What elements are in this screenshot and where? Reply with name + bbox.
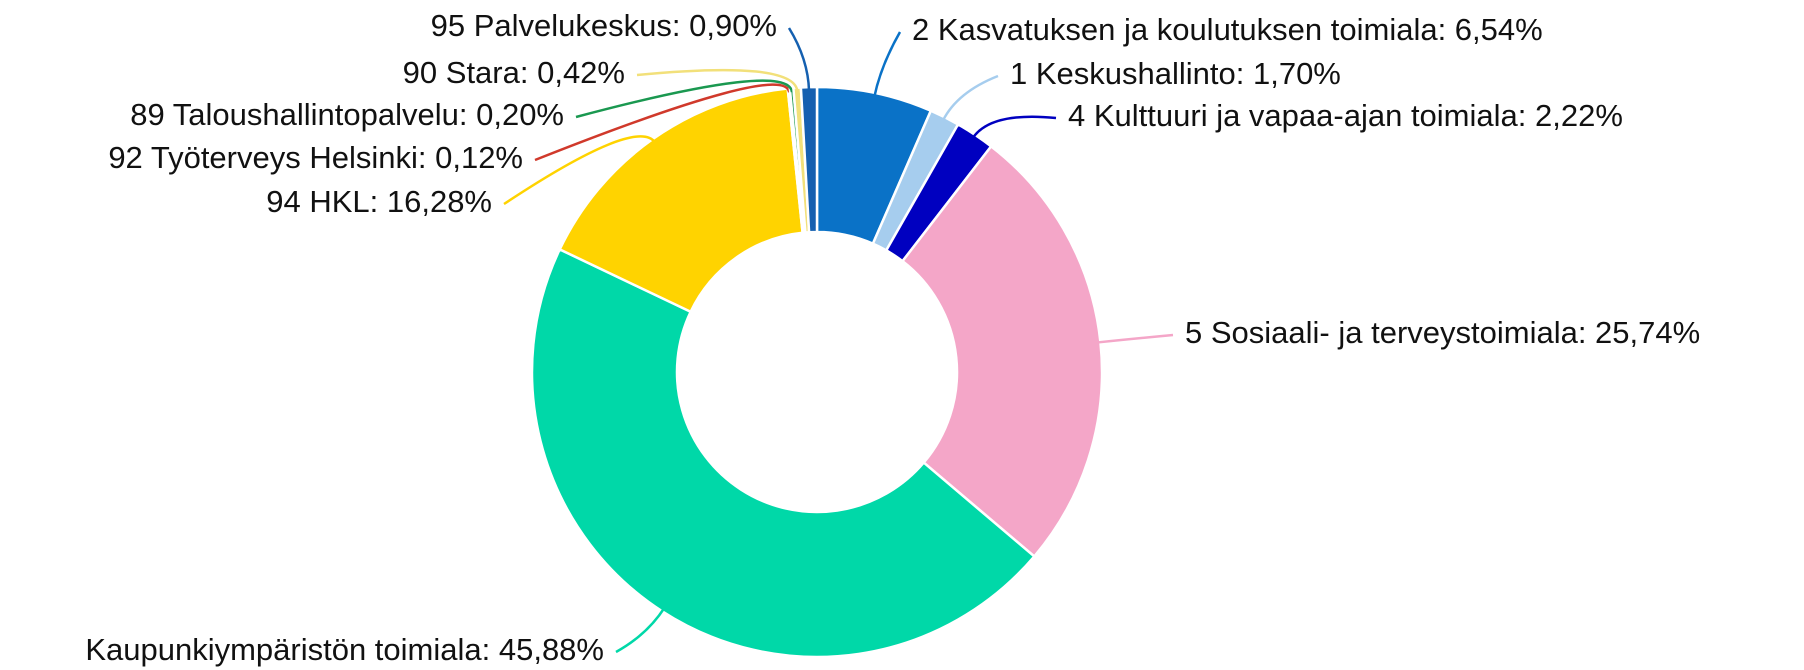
leader-line <box>941 74 999 122</box>
donut-segment <box>799 85 819 234</box>
leader-line <box>636 68 799 92</box>
slice-label: 2 Kasvatuksen ja koulutuksen toimiala: 6… <box>912 12 1543 47</box>
leader-line <box>787 27 811 92</box>
slice-label: 94 HKL: 16,28% <box>266 184 492 219</box>
leader-line <box>971 115 1057 139</box>
slice-label: 95 Palvelukeskus: 0,90% <box>431 8 777 43</box>
slice-label: 4 Kulttuuri ja vapaa-ajan toimiala: 2,22… <box>1068 98 1623 133</box>
slice-label: Kaupunkiympäristön toimiala: 45,88% <box>85 632 604 667</box>
slice-label: 5 Sosiaali- ja terveystoimiala: 25,74% <box>1185 315 1700 350</box>
donut-segment <box>558 87 804 314</box>
donut-segment <box>900 144 1104 559</box>
leader-line <box>615 607 666 654</box>
leader-line <box>1096 333 1174 344</box>
slice-label: 90 Stara: 0,42% <box>403 55 625 90</box>
leader-line <box>873 31 902 98</box>
slice-label: 89 Taloushallintopalvelu: 0,20% <box>130 97 564 132</box>
slice-label: 1 Keskushallinto: 1,70% <box>1010 56 1341 91</box>
slice-label: 92 Työterveys Helsinki: 0,12% <box>108 140 523 175</box>
leader-line <box>503 135 657 206</box>
donut-segment <box>530 247 1037 659</box>
leader-line <box>575 79 794 119</box>
leader-line <box>534 83 791 162</box>
